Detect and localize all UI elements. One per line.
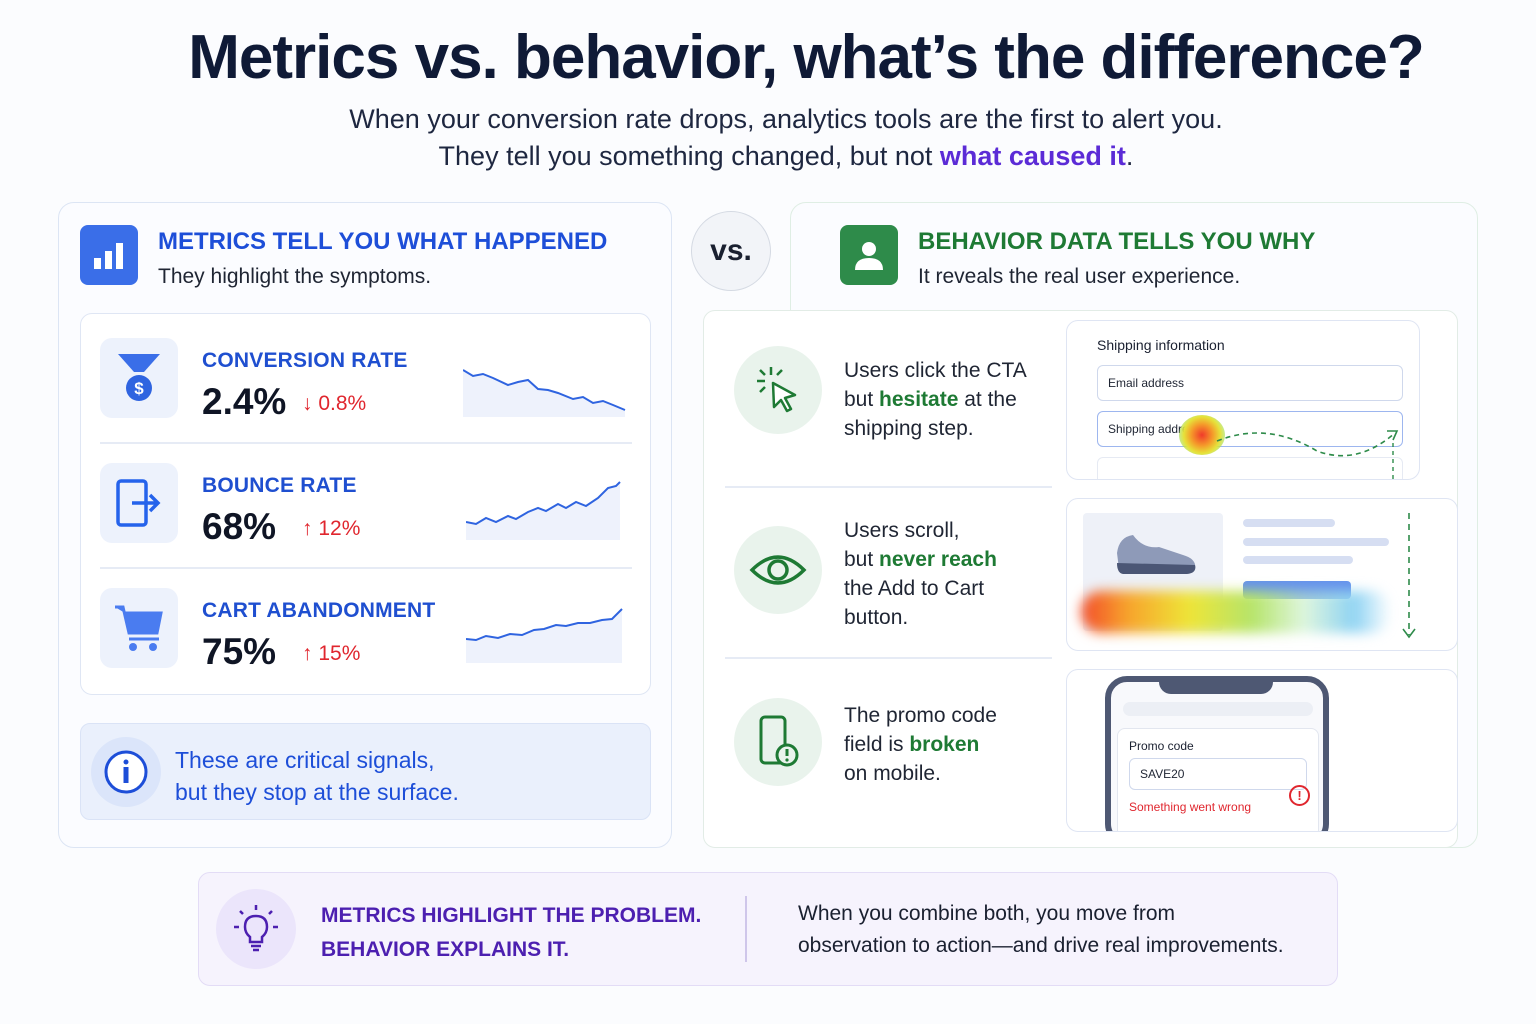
hesitation-path-arrow — [1216, 430, 1399, 479]
shoe-icon — [1117, 535, 1196, 574]
subtitle-line-1: When your conversion rate drops, analyti… — [349, 104, 1223, 134]
highlight: hesitate — [879, 388, 959, 411]
behavior-row-1-text: Users click the CTA but hesitate at the … — [844, 356, 1027, 443]
summary-text-line-1: When you combine both, you move from — [798, 902, 1176, 925]
phone-notch — [1159, 676, 1273, 694]
cart-icon — [100, 588, 178, 668]
metric-label: BOUNCE RATE — [202, 474, 357, 497]
user-icon — [840, 225, 898, 285]
text-segment: but — [844, 548, 880, 571]
page-title: Metrics vs. behavior, what’s the differe… — [188, 23, 1424, 92]
product-page-mockup — [1066, 498, 1458, 651]
bar-chart-icon — [80, 225, 138, 285]
text-segment: but — [844, 388, 880, 411]
metric-delta: ↑ 15% — [302, 642, 361, 665]
text-placeholder — [1243, 519, 1335, 527]
text-placeholder — [1243, 538, 1389, 546]
summary-banner — [198, 872, 1338, 986]
info-text: These are critical signals, but they stop… — [175, 744, 459, 808]
subtitle-highlight: what caused it — [939, 141, 1126, 171]
conversion-sparkline — [463, 369, 626, 417]
form-title: Shipping information — [1097, 337, 1225, 353]
error-message: Something went wrong — [1129, 800, 1252, 814]
divider — [745, 896, 747, 962]
text-segment: at the — [958, 388, 1017, 411]
summary-headline: METRICS HIGHLIGHT THE PROBLEM. BEHAVIOR E… — [321, 899, 701, 967]
metric-value: 68% — [202, 506, 277, 547]
funnel-dollar-icon: $ — [100, 338, 178, 418]
shipping-address-field[interactable]: Shipping address — [1097, 411, 1403, 447]
info-callout — [80, 723, 651, 820]
subtitle-line-2: They tell you something changed, but not… — [0, 141, 1536, 172]
text-line: Users click the CTA — [844, 359, 1027, 382]
heatmap-spot — [1179, 415, 1225, 455]
text-line: on mobile. — [844, 762, 941, 785]
summary-text-line-2: observation to action—and drive real imp… — [798, 934, 1284, 957]
browser-bar — [1123, 702, 1313, 716]
text-line: shipping step. — [844, 417, 974, 440]
cart-sparkline — [466, 608, 623, 663]
behavior-row-2-text: Users scroll, but never reach the Add to… — [844, 516, 997, 632]
mobile-alert-icon — [734, 698, 822, 786]
promo-form — [1117, 728, 1319, 831]
info-line-1: These are critical signals, — [175, 747, 435, 773]
highlight: never reach — [879, 548, 997, 571]
metric-value: 2.4% — [202, 381, 287, 422]
info-line-2: but they stop at the surface. — [175, 779, 459, 805]
bounce-sparkline — [466, 481, 621, 540]
eye-icon — [734, 526, 822, 614]
text-line: The promo code — [844, 704, 997, 727]
blurred-field — [1097, 457, 1403, 479]
text-line: button. — [844, 606, 909, 629]
subtitle-period: . — [1125, 141, 1134, 171]
behavior-subheading: It reveals the real user experience. — [918, 265, 1241, 288]
scroll-down-arrow — [1402, 513, 1416, 639]
behavior-row-3-text: The promo code field is broken on mobile… — [844, 701, 997, 788]
lightbulb-icon — [216, 889, 296, 969]
error-icon: ! — [1289, 785, 1310, 806]
promo-label: Promo code — [1129, 739, 1194, 753]
text-line: the Add to Cart — [844, 577, 985, 600]
divider — [100, 567, 632, 569]
metric-label: CART ABANDONMENT — [202, 599, 436, 622]
summary-line-1: METRICS HIGHLIGHT THE PROBLEM. — [321, 904, 702, 927]
vs-badge: vs. — [691, 211, 771, 291]
metric-value: 75% — [202, 631, 277, 672]
cursor-click-icon — [734, 346, 822, 434]
divider — [100, 442, 632, 444]
text-segment: field is — [844, 733, 910, 756]
metrics-heading: METRICS TELL YOU WHAT HAPPENED — [158, 228, 608, 255]
svg-text:$: $ — [134, 379, 144, 398]
summary-text: When you combine both, you move from obse… — [798, 898, 1284, 962]
metric-delta: ↑ 12% — [302, 517, 361, 540]
text-placeholder — [1243, 556, 1353, 564]
exit-door-icon — [100, 463, 178, 543]
divider — [725, 486, 1052, 488]
subtitle-text: They tell you something changed, but not — [438, 141, 940, 171]
text-line: Users scroll, — [844, 519, 960, 542]
behavior-heading: BEHAVIOR DATA TELLS YOU WHY — [918, 228, 1316, 255]
mobile-promo-mockup: Promo code SAVE20 Something went wrong ! — [1066, 669, 1458, 832]
scroll-heatmap — [1081, 591, 1391, 633]
email-field[interactable]: Email address — [1097, 365, 1403, 401]
metric-delta: ↓ 0.8% — [302, 392, 367, 415]
info-icon — [91, 737, 161, 807]
metrics-subheading: They highlight the symptoms. — [158, 265, 432, 288]
promo-code-input[interactable]: SAVE20 — [1129, 758, 1307, 790]
divider — [725, 657, 1052, 659]
highlight: broken — [909, 733, 980, 756]
shipping-form-mockup: Shipping information Email address Shipp… — [1066, 320, 1420, 480]
metric-label: CONVERSION RATE — [202, 349, 408, 372]
summary-line-2: BEHAVIOR EXPLAINS IT. — [321, 938, 570, 961]
